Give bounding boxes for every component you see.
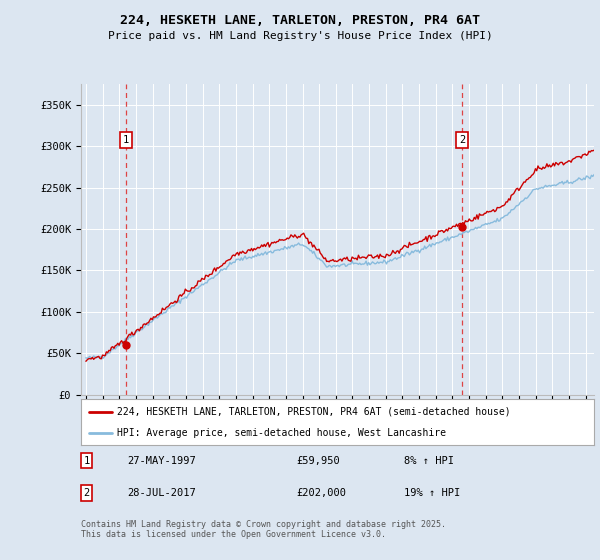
Text: 2: 2 xyxy=(459,136,465,146)
Text: £59,950: £59,950 xyxy=(296,456,340,466)
Text: 27-MAY-1997: 27-MAY-1997 xyxy=(127,456,196,466)
Text: 1: 1 xyxy=(123,136,129,146)
Text: 1: 1 xyxy=(83,456,90,466)
Text: 2: 2 xyxy=(83,488,90,498)
Text: £202,000: £202,000 xyxy=(296,488,346,498)
Text: HPI: Average price, semi-detached house, West Lancashire: HPI: Average price, semi-detached house,… xyxy=(117,428,446,438)
Text: Price paid vs. HM Land Registry's House Price Index (HPI): Price paid vs. HM Land Registry's House … xyxy=(107,31,493,41)
Text: 19% ↑ HPI: 19% ↑ HPI xyxy=(404,488,460,498)
Text: 28-JUL-2017: 28-JUL-2017 xyxy=(127,488,196,498)
Text: 8% ↑ HPI: 8% ↑ HPI xyxy=(404,456,454,466)
Text: 224, HESKETH LANE, TARLETON, PRESTON, PR4 6AT (semi-detached house): 224, HESKETH LANE, TARLETON, PRESTON, PR… xyxy=(117,407,511,417)
Text: 224, HESKETH LANE, TARLETON, PRESTON, PR4 6AT: 224, HESKETH LANE, TARLETON, PRESTON, PR… xyxy=(120,14,480,27)
Text: Contains HM Land Registry data © Crown copyright and database right 2025.
This d: Contains HM Land Registry data © Crown c… xyxy=(81,520,446,539)
